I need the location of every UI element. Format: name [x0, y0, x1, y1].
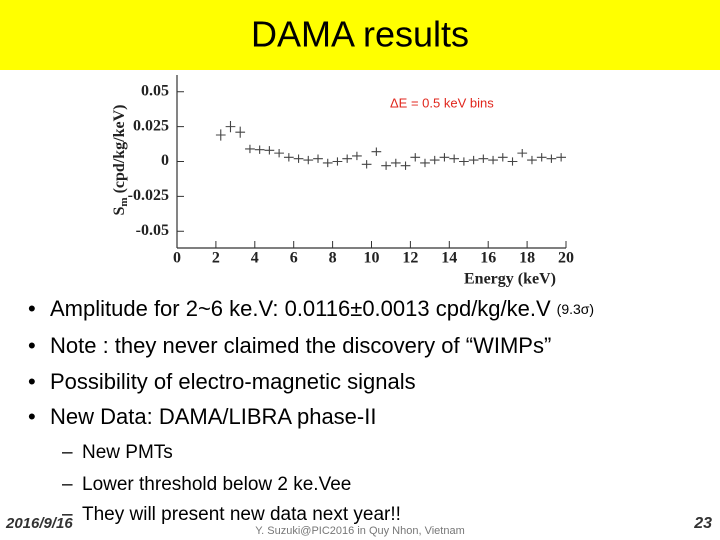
data-point: [322, 158, 333, 168]
y-tick-label: -0.025: [128, 187, 169, 204]
data-point: [274, 148, 284, 158]
data-point: [225, 121, 236, 133]
data-point: [429, 155, 440, 165]
footer-author: Y. Suzuki@PIC2016 in Quy Nhon, Vietnam: [255, 525, 465, 537]
data-point: [546, 154, 557, 163]
y-axis-label-part: m: [118, 197, 130, 206]
bullet-text: Possibility of electro-magnetic signals: [50, 369, 416, 394]
bullet-note: (9.3σ): [557, 301, 594, 317]
data-point: [361, 160, 372, 169]
x-tick-label: 12: [402, 250, 418, 267]
data-point: [400, 161, 411, 170]
sub-bullet: Lower threshold below 2 ke.Vee: [82, 474, 351, 495]
data-point: [313, 154, 323, 163]
x-tick-label: 16: [480, 250, 496, 267]
x-axis-label: Energy (keV): [464, 271, 556, 288]
sub-bullet: They will present new data next year!!: [82, 504, 401, 525]
sub-bullet-marker: –: [62, 504, 73, 525]
x-tick-label: 18: [519, 250, 535, 267]
y-tick-label: 0.025: [133, 117, 169, 134]
data-point: [527, 155, 537, 165]
data-point: [468, 155, 479, 165]
y-axis-label: Sm (cpd/kg/keV): [111, 105, 130, 216]
data-point: [517, 148, 528, 158]
x-tick-label: 10: [364, 250, 380, 267]
data-point: [371, 147, 382, 156]
data-point: [342, 154, 353, 163]
footer-date: 2016/9/16: [5, 515, 73, 532]
data-point: [420, 158, 430, 168]
data-point: [536, 153, 547, 162]
x-tick-label: 0: [173, 250, 181, 267]
data-point: [381, 161, 391, 170]
data-point: [478, 154, 489, 163]
bullet: Note : they never claimed the discovery …: [50, 333, 551, 358]
bullet-text: New Data: DAMA/LIBRA phase-II: [50, 404, 376, 429]
sub-bullet-marker: –: [62, 442, 73, 463]
chart: -0.05 -0.025 0 0.025 0.05 0 2 4 6 8 10 12 14 16 18 20En…: [111, 75, 574, 288]
bullet-marker: •: [28, 333, 36, 358]
data-point: [303, 155, 314, 165]
x-tick-label: 20: [558, 250, 574, 267]
bullet-marker: •: [28, 296, 36, 321]
y-axis-label-part: S: [111, 206, 128, 215]
y-tick-label: 0: [161, 152, 169, 169]
data-point: [332, 157, 343, 166]
data-point: [459, 157, 469, 166]
data-point: [352, 151, 362, 161]
data-point: [390, 158, 401, 168]
data-point: [215, 129, 226, 141]
data-point: [293, 154, 304, 163]
data-point: [488, 155, 498, 165]
slide-title: DAMA results: [251, 14, 469, 55]
bullet-text: Note : they never claimed the discovery …: [50, 333, 551, 358]
data-point: [497, 153, 508, 162]
chart-frame: [132, 72, 590, 290]
sub-bullet: New PMTs: [82, 442, 173, 463]
x-tick-label: 6: [290, 250, 298, 267]
text-area: • Amplitude for 2~6 ke.V: 0.0116±0.0013 c…: [5, 296, 712, 537]
y-axis-label-part: (cpd/kg/keV): [111, 105, 128, 198]
bullet-marker: •: [28, 404, 36, 429]
data-point: [254, 145, 265, 154]
bullet-marker: •: [28, 369, 36, 394]
data-point: [264, 146, 275, 155]
y-tick-label: 0.05: [141, 82, 169, 99]
data-point: [245, 144, 255, 154]
page-number: 23: [693, 515, 712, 532]
bullet: New Data: DAMA/LIBRA phase-II: [50, 404, 376, 429]
bullet: Amplitude for 2~6 ke.V: 0.0116±0.0013 cp…: [50, 296, 594, 321]
sub-bullet-marker: –: [62, 474, 73, 495]
data-point: [449, 154, 460, 163]
data-point: [235, 126, 246, 138]
bullet-text: Amplitude for 2~6 ke.V: 0.0116±0.0013 cp…: [50, 296, 551, 321]
data-point: [410, 153, 421, 162]
x-tick-label: 14: [441, 250, 457, 267]
bullet: Possibility of electro-magnetic signals: [50, 369, 416, 394]
y-tick-label: -0.05: [136, 222, 169, 239]
annotation: ΔE = 0.5 keV bins: [390, 95, 494, 110]
x-tick-label: 2: [212, 250, 220, 267]
data-point: [439, 153, 450, 162]
data-point: [283, 153, 294, 162]
title-bar: [0, 0, 720, 70]
x-tick-label: 8: [329, 250, 337, 267]
data-point: [507, 157, 518, 166]
x-tick-label: 4: [251, 250, 259, 267]
data-point: [556, 153, 566, 162]
